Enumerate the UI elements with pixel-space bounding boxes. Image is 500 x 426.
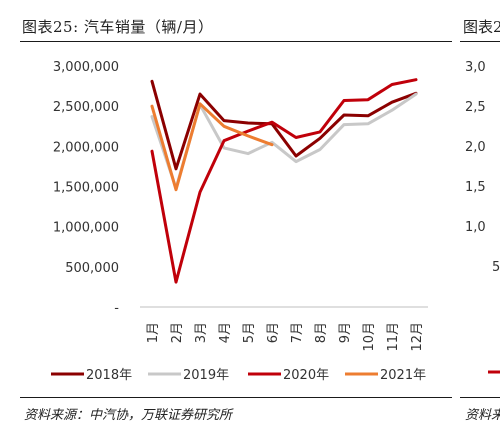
adjacent-y-tick-label: 1,5 — [465, 180, 486, 195]
legend-label: 2021年 — [380, 368, 426, 383]
x-tick-label: 6月 — [266, 322, 281, 343]
x-tick-label: 1月 — [146, 322, 161, 343]
legend-label: 2020年 — [283, 368, 329, 383]
x-tick-label: 2月 — [170, 322, 185, 343]
adjacent-y-tick-label: 2,5 — [465, 100, 486, 115]
x-tick-label: 7月 — [290, 322, 305, 343]
adjacent-source-note: 资料来 — [465, 408, 500, 423]
x-tick-label: 8月 — [314, 322, 329, 343]
source-note: 资料来源：中汽协，万联证券研究所 — [24, 408, 233, 423]
series-line-2018年 — [150, 79, 418, 171]
legend-label: 2019年 — [183, 368, 229, 383]
x-tick-label: 9月 — [338, 322, 353, 343]
y-tick-label: 2,500,000 — [53, 100, 119, 115]
x-tick-label: 10月 — [362, 322, 377, 352]
y-tick-label: - — [114, 301, 119, 316]
x-tick-label: 5月 — [242, 322, 257, 343]
series-line-2020年 — [150, 78, 418, 284]
series-line-2021年 — [150, 102, 274, 192]
adjacent-y-tick-label: 3,0 — [465, 60, 486, 75]
x-tick-label: 12月 — [410, 322, 425, 352]
figure-title: 图表25: 汽车销量（辆/月） — [22, 18, 214, 36]
adjacent-title-rule — [460, 41, 500, 42]
legend-label: 2018年 — [86, 368, 132, 383]
adjacent-y-tick-label: 2,0 — [465, 140, 486, 155]
y-tick-label: 500,000 — [65, 261, 119, 276]
x-tick-label: 4月 — [218, 322, 233, 343]
y-tick-label: 2,000,000 — [53, 140, 119, 155]
y-tick-label: 1,000,000 — [53, 221, 119, 236]
adjacent-figure-title: 图表2 — [463, 18, 500, 36]
title-rule — [20, 41, 452, 42]
y-tick-label: 3,000,000 — [53, 60, 119, 75]
adjacent-source-rule — [460, 397, 500, 398]
adjacent-y-tick-label: 5 — [492, 260, 500, 275]
adjacent-y-tick-label: 1,0 — [465, 220, 486, 235]
y-tick-label: 1,500,000 — [53, 181, 119, 196]
x-tick-label: 3月 — [194, 322, 209, 343]
x-tick-label: 11月 — [386, 322, 401, 352]
source-rule — [20, 397, 452, 398]
